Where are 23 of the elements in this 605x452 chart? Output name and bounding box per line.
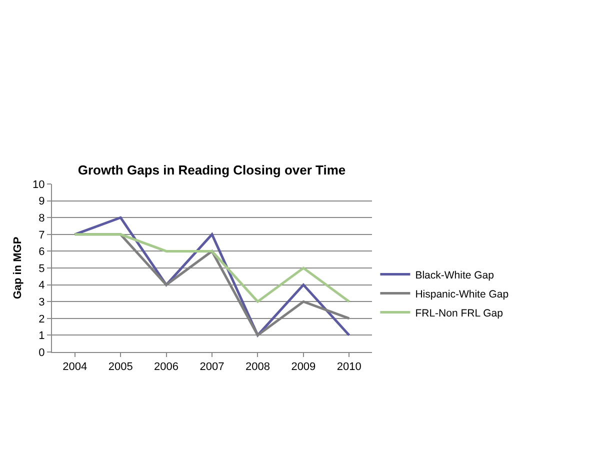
- x-tick-label: 2004: [62, 361, 88, 374]
- x-tick-label: 2009: [291, 361, 316, 374]
- x-tick-label: 2010: [336, 361, 362, 374]
- y-tick-label: 9: [38, 196, 45, 208]
- legend-label: FRL-Non FRL Gap: [415, 307, 504, 320]
- y-tick-label: 10: [32, 178, 45, 191]
- x-tick-label: 2005: [108, 361, 133, 374]
- y-tick-label: 8: [38, 212, 45, 224]
- y-tick-label: 0: [38, 346, 45, 359]
- legend-label: Black-White Gap: [415, 269, 494, 282]
- x-tick-label: 2007: [200, 361, 224, 374]
- y-axis-title: Gap in MGP: [12, 236, 24, 300]
- x-tick-label: 2006: [154, 361, 179, 374]
- y-tick-label: 2: [38, 313, 45, 326]
- legend-label: Hispanic-White Gap: [415, 288, 509, 300]
- y-tick-label: 4: [38, 280, 45, 292]
- y-tick-label: 5: [38, 262, 45, 275]
- y-tick-label: 6: [38, 246, 45, 258]
- x-tick-label: 2008: [245, 361, 270, 374]
- y-tick-label: 7: [38, 229, 45, 242]
- y-tick-label: 1: [38, 330, 45, 342]
- chart-title: Growth Gaps in Reading Closing over Time: [78, 162, 346, 178]
- y-tick-label: 3: [38, 296, 45, 308]
